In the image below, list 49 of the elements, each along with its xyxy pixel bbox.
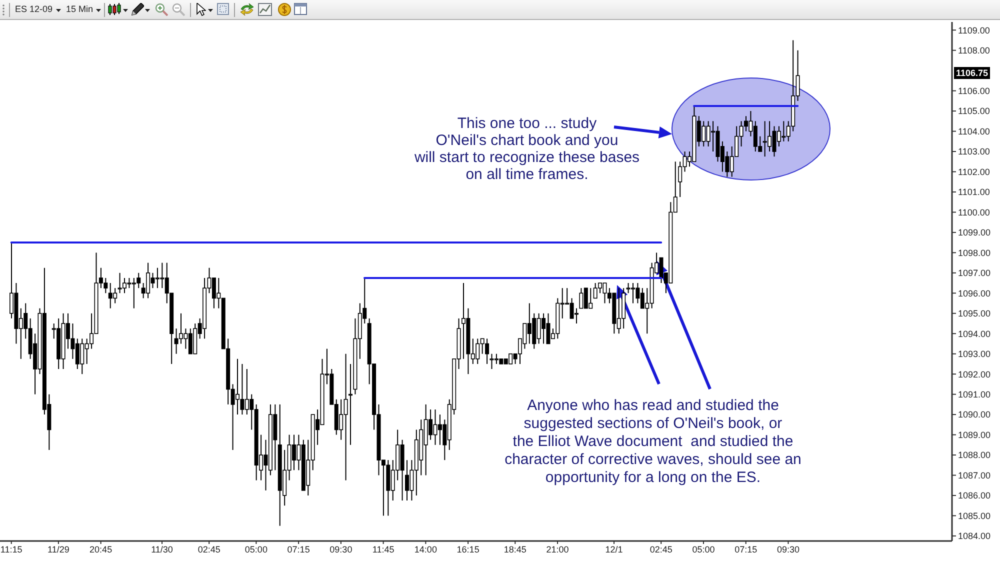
y-tick-label: 1101.00 (958, 187, 990, 198)
y-tick-label: 1086.00 (958, 490, 991, 501)
y-tick-label: 1099.00 (958, 228, 991, 238)
x-tick-label: 05:00 (692, 544, 715, 554)
candlestick (348, 363, 352, 446)
x-tick-label: 16:15 (456, 544, 480, 554)
y-tick-label: 1097.00 (958, 268, 991, 278)
x-tick-label: 20:45 (90, 544, 112, 554)
x-tick-label: 09:30 (776, 544, 800, 554)
chart-subtitle: 15 Min (66, 4, 94, 15)
chart-title: ES 12-09 (15, 4, 53, 15)
y-tick-label: 1095.00 (958, 308, 991, 319)
x-tick-label: 02:45 (198, 544, 220, 554)
y-tick-label: 1104.00 (958, 126, 990, 136)
text: 1106.75 (954, 67, 990, 79)
y-tick-label: 1100.00 (958, 207, 990, 218)
y-tick-label: 1088.00 (958, 450, 991, 460)
y-tick-label: 1098.00 (958, 248, 991, 258)
y-tick-label: 1103.00 (958, 146, 990, 157)
x-tick-label: 18:45 (504, 544, 526, 554)
y-tick-label: 1108.00 (958, 46, 990, 56)
x-tick-label: 11:45 (372, 544, 394, 554)
annotation: Anyone who has read and studied the suggested sections of O'Neil's book, or the Elliot Wave document and studied the character of corrective waves, should see an opportunity for a long on the ES. (504, 397, 802, 487)
y-tick-label: 1106.00 (958, 86, 990, 96)
x-tick-label: 12/1 (605, 544, 623, 554)
x-tick-label: 07:15 (734, 544, 758, 554)
y-tick-label: 1093.00 (958, 349, 991, 360)
y-tick-label: 1085.00 (958, 510, 991, 521)
y-tick-label: 1087.00 (958, 470, 991, 480)
annotation: This one too ... study O'Neil's chart book and you will start to recognize these bases on all time frames. (414, 115, 640, 183)
x-tick-label: 02:45 (650, 544, 672, 554)
y-tick-label: 1109.00 (958, 25, 990, 36)
x-tick-label: 14:00 (414, 544, 437, 554)
y-tick-label: 1094.00 (958, 328, 991, 339)
y-tick-label: 1096.00 (958, 288, 991, 298)
x-tick-label: 11/30 (151, 544, 173, 554)
x-tick-label: 11:15 (0, 544, 22, 554)
y-tick-label: 1084.00 (958, 531, 991, 542)
y-tick-label: 1105.00 (958, 106, 990, 116)
y-tick-label: 1091.00 (958, 390, 991, 400)
x-tick-label: 21:00 (546, 544, 569, 554)
x-tick-label: 07:15 (287, 544, 310, 554)
y-tick-label: 1092.00 (958, 369, 991, 380)
y-tick-label: 1090.00 (958, 410, 991, 420)
y-tick-label: 1102.00 (958, 166, 990, 177)
x-tick-label: 05:00 (244, 544, 268, 554)
y-tick-label: 1089.00 (958, 430, 991, 440)
x-tick-label: 11/29 (48, 544, 70, 554)
x-tick-label: 09:30 (330, 544, 352, 554)
